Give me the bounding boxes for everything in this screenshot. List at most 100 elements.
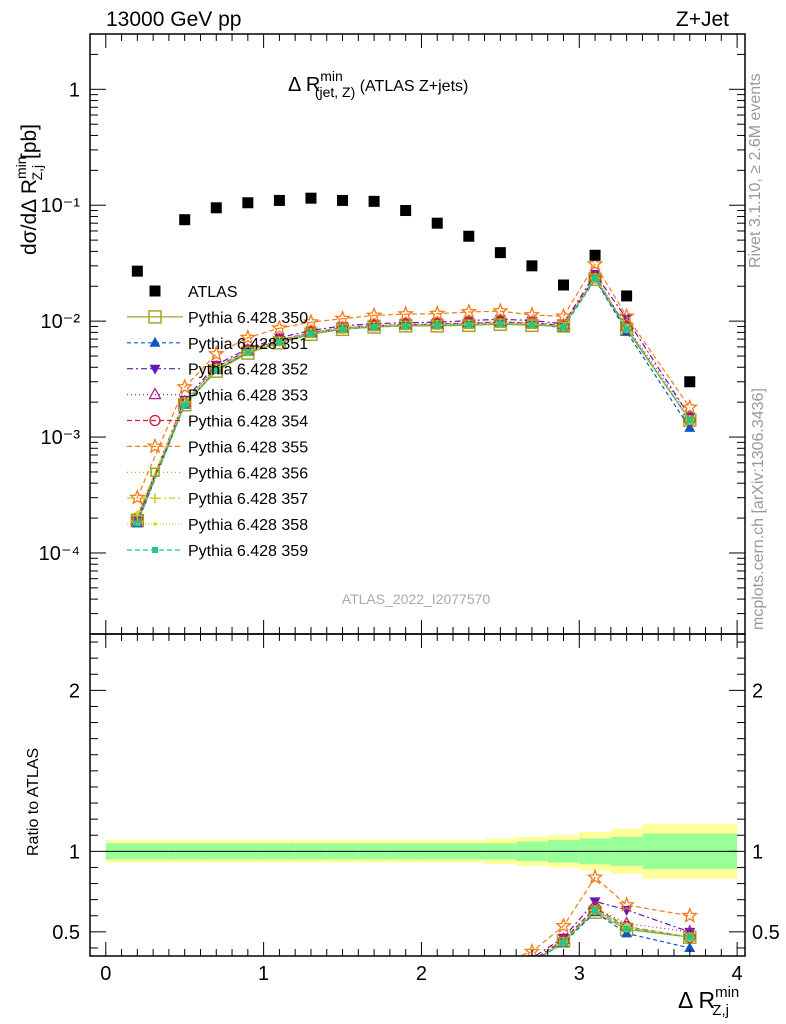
atlas-data-point <box>337 194 349 206</box>
legend-entry-351: Pythia 6.428 351 <box>127 336 308 353</box>
marker-star-open <box>146 437 164 454</box>
header-right-label: Z+Jet <box>676 8 729 31</box>
marker-star-open <box>523 306 541 323</box>
ratio-ylabel: Ratio to ATLAS <box>25 748 42 856</box>
atlas-data-point <box>368 195 380 207</box>
ratio-frame <box>89 633 746 957</box>
marker-star-open <box>586 868 604 885</box>
marker-star-open <box>271 319 288 336</box>
ratio-series-350 <box>540 905 697 956</box>
marker-dot <box>135 511 140 516</box>
legend-entry-354: Pythia 6.428 354 <box>127 414 308 431</box>
legend-label: Pythia 6.428 352 <box>188 362 308 379</box>
ratio-series-layer <box>516 868 699 956</box>
marker-star-open <box>555 307 572 324</box>
main-ylabel-sup: min <box>13 156 29 179</box>
atlas-data-point <box>589 249 601 261</box>
ratio-y-tick-label: 2 <box>69 680 80 702</box>
marker-triangle-down <box>149 364 161 375</box>
x-axis-label: Δ Rmin Z,j <box>678 984 739 1019</box>
marker-star-open <box>239 328 257 345</box>
x-tick-label: 1 <box>258 963 269 985</box>
x-tick-label: 4 <box>732 963 743 985</box>
main-title-sup: min <box>320 68 343 84</box>
atlas-data-point <box>210 202 222 214</box>
main-ylabel-prefix: dσ/dΔ R <box>18 179 41 255</box>
marker-star-open <box>302 313 320 330</box>
ratio-line-351 <box>540 911 690 956</box>
atlas-data-point <box>131 265 143 277</box>
marker-square <box>213 366 220 373</box>
ratio-y-tick-label-right: 2 <box>752 680 763 702</box>
marker-square <box>686 417 693 424</box>
marker-star-open <box>681 907 699 923</box>
ratio-series-351 <box>540 906 696 956</box>
x-tick-label: 0 <box>100 963 111 985</box>
series-359 <box>134 275 693 527</box>
series-line-352 <box>136 272 691 519</box>
marker-square <box>371 324 378 331</box>
marker-circle-open <box>149 414 161 427</box>
marker-star-open <box>618 307 635 324</box>
atlas-data-point <box>621 290 633 302</box>
marker-triangle-up <box>149 336 161 347</box>
marker-star-open <box>428 304 446 321</box>
legend-label: Pythia 6.428 359 <box>188 543 308 560</box>
marker-triangle-down <box>621 905 633 916</box>
atlas-data-point <box>305 192 317 204</box>
marker-star-open <box>334 309 351 326</box>
marker-square <box>528 321 535 328</box>
marker-square <box>560 324 567 331</box>
ratio-series-358 <box>540 907 692 956</box>
marker-cross <box>150 493 160 504</box>
marker-square-open <box>150 467 160 478</box>
marker-star-open <box>586 255 604 272</box>
atlas-data-points <box>131 192 696 388</box>
ratio-series-352 <box>534 897 696 956</box>
legend-entry-359: Pythia 6.428 359 <box>127 543 308 560</box>
ratio-y-tick-label-right: 0.5 <box>752 922 780 944</box>
ratio-panel: 0 1 2 3 4 0.5 0.5 1 1 2 2 <box>52 34 780 985</box>
legend-entry-356: Pythia 6.428 356 <box>127 465 308 482</box>
legend-entry-353: Pythia 6.428 353 <box>127 387 308 405</box>
ratio-line-357 <box>540 909 690 956</box>
marker-square <box>592 907 599 914</box>
marker-square <box>402 322 409 329</box>
atlas-data-point <box>557 279 569 291</box>
atlas-data-point <box>273 194 285 206</box>
legend-label: Pythia 6.428 353 <box>188 388 308 405</box>
marker-star-open <box>207 345 225 362</box>
marker-square <box>623 925 630 932</box>
mcplots-label: mcplots.cern.ch [arXiv:1306.3436] <box>750 388 767 630</box>
main-series-layer <box>129 255 699 528</box>
marker-square <box>134 520 141 527</box>
marker-star-open <box>365 306 383 323</box>
legend-entry-355: Pythia 6.428 355 <box>127 437 308 456</box>
y-tick-label: 10⁻² <box>41 311 81 333</box>
legend-label: Pythia 6.428 351 <box>188 336 308 353</box>
atlas-data-point <box>494 247 506 259</box>
marker-star-open <box>397 305 415 322</box>
marker-dot <box>153 522 157 526</box>
ratio-line-353 <box>537 907 690 956</box>
legend-label: Pythia 6.428 355 <box>188 439 308 456</box>
atlas-data-point <box>526 260 538 272</box>
main-ylabel-suffix: [pb] <box>18 124 41 165</box>
marker-star-open <box>555 917 572 934</box>
main-title-suffix: (ATLAS Z+jets) <box>355 78 468 95</box>
ratio-line-355 <box>516 876 690 956</box>
marker-square <box>152 547 158 553</box>
ratio-y-tick-label: 1 <box>69 841 80 863</box>
marker-square <box>560 939 567 946</box>
x-tick-label: 2 <box>416 963 427 985</box>
atlas-data-point <box>684 376 696 388</box>
marker-square <box>592 275 599 282</box>
marker-triangle-up <box>684 941 696 952</box>
marker-square <box>276 339 283 346</box>
marker-square-open <box>148 310 162 324</box>
analysis-watermark: ATLAS_2022_I2077570 <box>342 591 491 607</box>
marker-star-open <box>129 488 146 505</box>
ratio-line-350 <box>540 911 690 956</box>
ratio-series-355 <box>516 868 699 956</box>
